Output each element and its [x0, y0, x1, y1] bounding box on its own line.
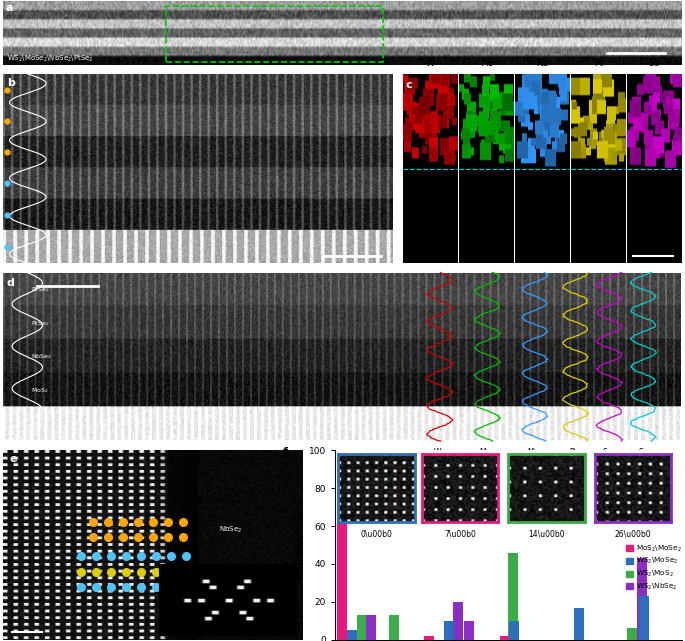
Text: MoS$_2$: MoS$_2$: [31, 386, 48, 395]
Text: W: W: [426, 60, 435, 69]
Text: 7\u00b0: 7\u00b0: [444, 530, 475, 539]
Bar: [464, 620, 473, 640]
Text: b: b: [8, 78, 15, 88]
Text: PtSe$_2$: PtSe$_2$: [31, 319, 49, 328]
Text: W: W: [434, 448, 441, 457]
Text: Nb: Nb: [527, 448, 538, 457]
Bar: [499, 636, 510, 640]
Legend: MoS$_2$\MoSe$_2$, WS$_2$\MoSe$_2$, WS$_2$\MoS$_2$, WS$_2$\NbSe$_2$: MoS$_2$\MoSe$_2$, WS$_2$\MoSe$_2$, WS$_2…: [623, 540, 685, 595]
Bar: [637, 558, 647, 640]
Bar: [508, 553, 518, 640]
Text: Nb: Nb: [536, 60, 549, 69]
Text: Pt: Pt: [594, 60, 603, 69]
Bar: [574, 608, 584, 640]
Text: S: S: [651, 275, 657, 284]
Text: PtSe$_2$: PtSe$_2$: [31, 285, 49, 294]
Bar: [510, 620, 519, 640]
Text: Mo: Mo: [479, 60, 493, 69]
Text: NbSe$_2$: NbSe$_2$: [219, 525, 242, 535]
Bar: [424, 636, 434, 640]
Bar: [627, 628, 637, 640]
Bar: [639, 596, 649, 640]
Text: a: a: [5, 3, 13, 13]
Bar: [357, 615, 366, 640]
Text: WS$_2$: WS$_2$: [219, 567, 235, 577]
Bar: [453, 602, 463, 640]
Text: f: f: [283, 447, 288, 456]
Text: NbSe$_2$: NbSe$_2$: [31, 353, 51, 362]
Text: Pt: Pt: [569, 448, 577, 457]
Bar: [337, 458, 347, 640]
Text: Mo: Mo: [479, 448, 490, 457]
Text: d: d: [7, 278, 14, 288]
Text: Se: Se: [649, 60, 660, 69]
Text: Se: Se: [602, 448, 612, 457]
Bar: [347, 630, 357, 640]
Text: 14\u00b0: 14\u00b0: [528, 530, 564, 539]
Text: S: S: [638, 448, 643, 457]
Text: 0\u00b0: 0\u00b0: [361, 530, 393, 539]
Y-axis label: Distribution (%): Distribution (%): [293, 506, 303, 584]
Bar: [366, 615, 376, 640]
Bar: [445, 620, 454, 640]
Text: 26\u00b0: 26\u00b0: [614, 530, 651, 539]
Text: e: e: [10, 454, 17, 464]
Text: WS$_2$: WS$_2$: [31, 420, 45, 429]
Bar: [389, 615, 399, 640]
Text: WS$_2$\MoSe$_2$\NbSe$_2$\PtSe$_2$: WS$_2$\MoSe$_2$\NbSe$_2$\PtSe$_2$: [7, 53, 93, 63]
Text: c: c: [406, 79, 412, 90]
